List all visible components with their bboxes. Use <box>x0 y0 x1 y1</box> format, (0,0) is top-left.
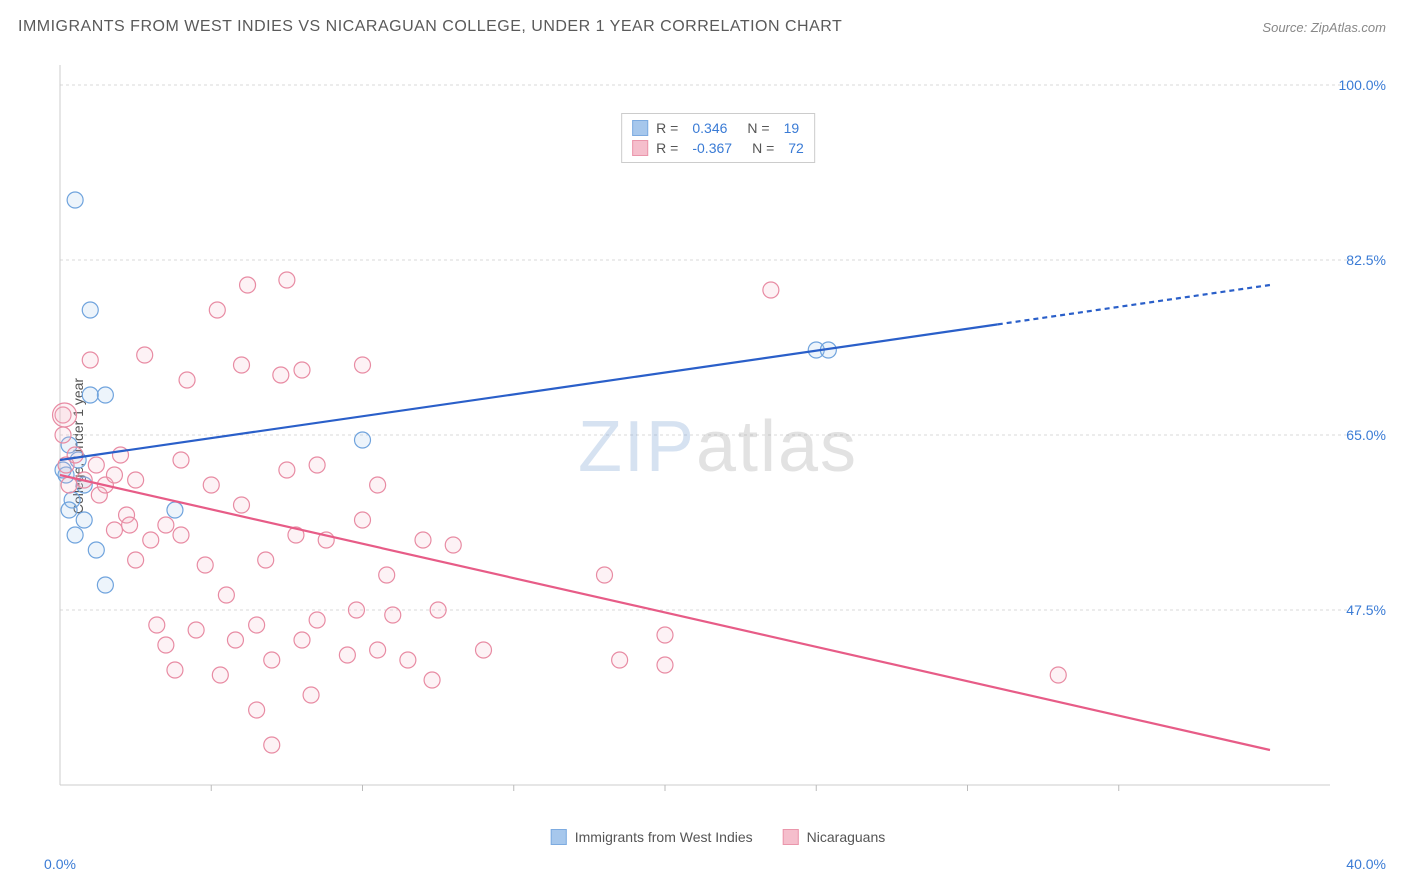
legend-label-0: Immigrants from West Indies <box>575 829 753 845</box>
legend-n-value-0: 19 <box>784 120 800 136</box>
y-tick-label: 100.0% <box>1339 77 1386 93</box>
y-tick-label: 47.5% <box>1346 602 1386 618</box>
source-attribution: Source: ZipAtlas.com <box>1262 20 1386 35</box>
chart-title: IMMIGRANTS FROM WEST INDIES VS NICARAGUA… <box>18 18 842 36</box>
scatter-plot-svg <box>50 55 1350 835</box>
legend-bottom-swatch-0 <box>551 829 567 845</box>
legend-bottom-swatch-1 <box>783 829 799 845</box>
chart-area: ZIPatlas R = 0.346 N = 19 R = -0.367 N =… <box>50 55 1386 855</box>
legend-correlation: R = 0.346 N = 19 R = -0.367 N = 72 <box>621 113 815 163</box>
y-tick-label: 82.5% <box>1346 252 1386 268</box>
legend-label-1: Nicaraguans <box>807 829 886 845</box>
legend-item-1: Nicaraguans <box>783 829 886 845</box>
legend-r-value-1: -0.367 <box>692 140 732 156</box>
x-tick-label: 0.0% <box>44 856 76 872</box>
legend-series: Immigrants from West Indies Nicaraguans <box>551 829 886 845</box>
legend-swatch-0 <box>632 120 648 136</box>
source-label: Source: <box>1262 20 1307 35</box>
source-value: ZipAtlas.com <box>1311 20 1386 35</box>
legend-row-series-0: R = 0.346 N = 19 <box>632 118 804 138</box>
legend-r-value-0: 0.346 <box>692 120 727 136</box>
x-tick-label: 40.0% <box>1346 856 1386 872</box>
legend-row-series-1: R = -0.367 N = 72 <box>632 138 804 158</box>
legend-r-label-0: R = <box>656 120 678 136</box>
legend-item-0: Immigrants from West Indies <box>551 829 753 845</box>
legend-n-label-0: N = <box>747 120 769 136</box>
y-tick-label: 65.0% <box>1346 427 1386 443</box>
legend-r-label-1: R = <box>656 140 678 156</box>
legend-swatch-1 <box>632 140 648 156</box>
legend-n-value-1: 72 <box>788 140 804 156</box>
legend-n-label-1: N = <box>752 140 774 156</box>
